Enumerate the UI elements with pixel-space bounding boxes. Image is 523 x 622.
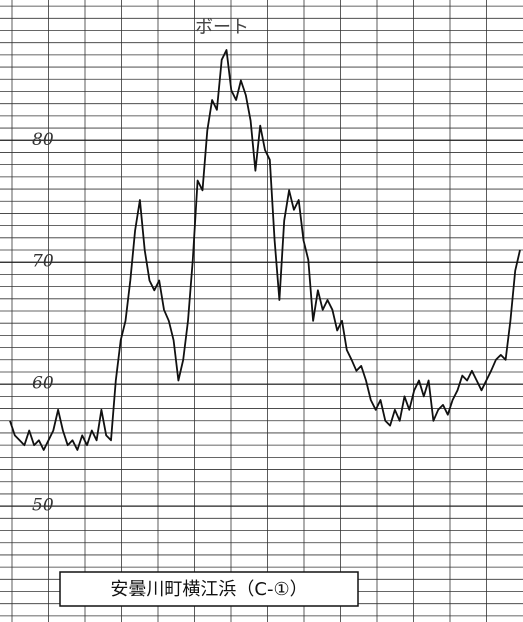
y-tick-label: 70	[32, 252, 54, 272]
chart-title: ボート	[195, 17, 249, 38]
y-tick-label: 60	[32, 374, 54, 394]
y-tick-label: 50	[32, 496, 54, 516]
caption: 安曇川町横江浜（C-①）	[110, 579, 307, 600]
trace	[9, 49, 521, 451]
caption-box	[59, 571, 359, 607]
y-tick-label: 80	[32, 130, 54, 150]
